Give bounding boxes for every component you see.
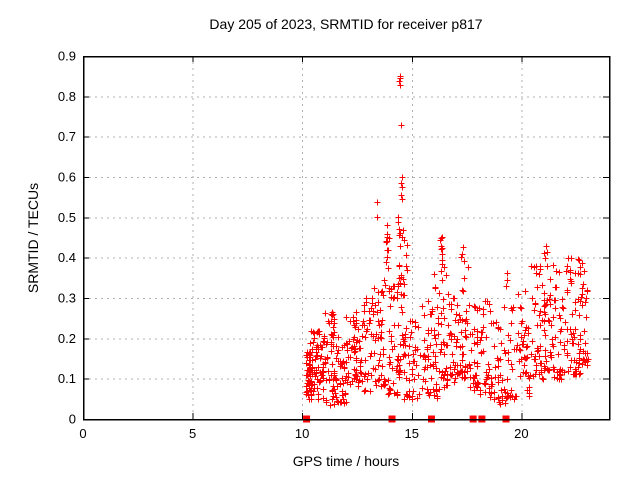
x-axis-label: GPS time / hours bbox=[292, 453, 400, 469]
y-tick-label: 0.2 bbox=[58, 331, 76, 346]
y-tick-label: 0.7 bbox=[58, 129, 76, 144]
y-tick-label: 0.4 bbox=[58, 250, 76, 265]
y-tick-label: 0.6 bbox=[58, 170, 76, 185]
y-axis-label: SRMTID / TECUs bbox=[25, 182, 41, 294]
scatter-points bbox=[303, 73, 592, 409]
y-tick-label: 0.1 bbox=[58, 371, 76, 386]
x-tick-label: 15 bbox=[405, 426, 419, 441]
x-tick-label: 0 bbox=[79, 426, 86, 441]
plot-border bbox=[82, 55, 611, 421]
x-tick-label: 20 bbox=[514, 426, 528, 441]
chart-title: Day 205 of 2023, SRMTID for receiver p81… bbox=[209, 16, 483, 32]
y-tick-label: 0.3 bbox=[58, 291, 76, 306]
y-tick-label: 0.8 bbox=[58, 89, 76, 104]
y-tick-label: 0.9 bbox=[58, 49, 76, 64]
y-tick-label: 0 bbox=[69, 412, 76, 427]
x-tick-label: 5 bbox=[189, 426, 196, 441]
y-tick-label: 0.5 bbox=[58, 210, 76, 225]
x-tick-label: 10 bbox=[295, 426, 309, 441]
